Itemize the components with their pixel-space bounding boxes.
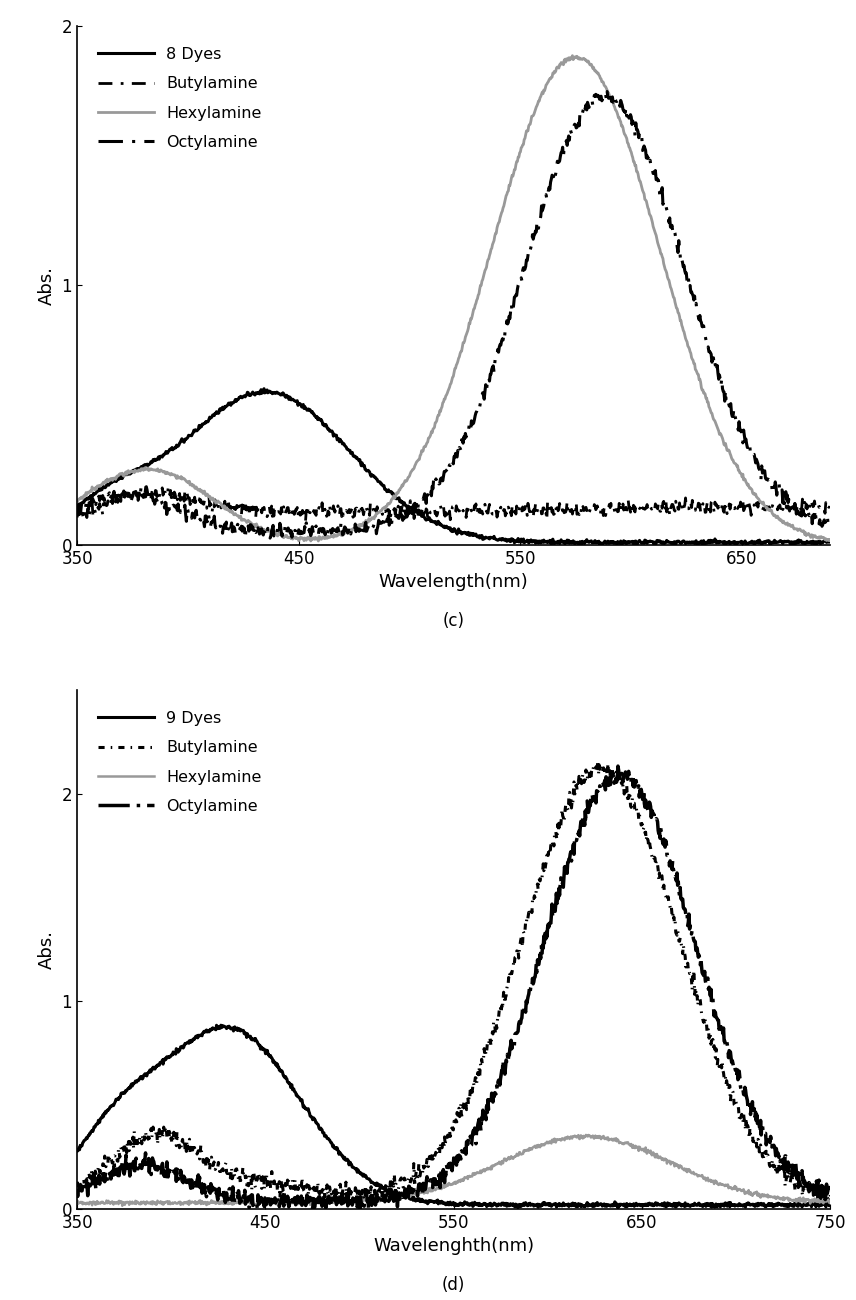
Hexylamine xyxy=(172,1196,182,1212)
Octylamine xyxy=(326,1193,336,1209)
Butylamine xyxy=(661,493,671,508)
Octylamine xyxy=(149,493,159,508)
Hexylamine xyxy=(468,1166,479,1182)
Y-axis label: Abs.: Abs. xyxy=(38,266,56,306)
Octylamine xyxy=(602,83,612,99)
Hexylamine xyxy=(484,1161,494,1176)
Butylamine xyxy=(72,510,82,525)
9 Dyes xyxy=(825,1197,835,1213)
Hexylamine xyxy=(313,533,324,549)
Hexylamine xyxy=(72,493,82,508)
8 Dyes xyxy=(377,477,388,493)
Octylamine xyxy=(172,1161,182,1176)
Octylamine xyxy=(354,1201,365,1217)
Hexylamine xyxy=(117,1199,128,1214)
Octylamine xyxy=(72,504,82,520)
Butylamine xyxy=(378,503,389,519)
Butylamine xyxy=(300,514,311,529)
Octylamine xyxy=(825,519,835,534)
Hexylamine xyxy=(825,1195,835,1210)
Legend: 9 Dyes, Butylamine, Hexylamine, Octylamine: 9 Dyes, Butylamine, Hexylamine, Octylami… xyxy=(85,698,275,827)
Hexylamine xyxy=(404,468,414,484)
Octylamine xyxy=(661,199,671,215)
Octylamine xyxy=(399,1190,409,1205)
Butylamine xyxy=(405,503,415,519)
Butylamine xyxy=(199,1150,209,1166)
8 Dyes xyxy=(404,499,414,515)
Hexylamine xyxy=(72,1196,82,1212)
Text: (c): (c) xyxy=(443,612,465,630)
Octylamine xyxy=(199,1176,209,1192)
9 Dyes xyxy=(326,1135,336,1150)
Line: Octylamine: Octylamine xyxy=(77,91,830,538)
8 Dyes xyxy=(259,381,269,396)
X-axis label: Wavelenghth(nm): Wavelenghth(nm) xyxy=(373,1238,534,1256)
9 Dyes xyxy=(399,1190,409,1205)
Octylamine xyxy=(240,530,250,546)
9 Dyes xyxy=(468,1197,479,1213)
Butylamine xyxy=(150,486,160,502)
8 Dyes xyxy=(674,533,684,549)
8 Dyes xyxy=(72,498,82,514)
Butylamine xyxy=(675,495,685,511)
Octylamine xyxy=(590,88,600,104)
Legend: 8 Dyes, Butylamine, Hexylamine, Octylamine: 8 Dyes, Butylamine, Hexylamine, Octylami… xyxy=(85,34,275,162)
8 Dyes xyxy=(825,533,835,549)
9 Dyes xyxy=(613,1200,623,1216)
Octylamine xyxy=(404,503,414,519)
Hexylamine xyxy=(568,48,578,64)
Hexylamine xyxy=(326,1192,336,1208)
Butylamine xyxy=(591,502,601,517)
Hexylamine xyxy=(675,308,685,324)
Line: Butylamine: Butylamine xyxy=(77,486,830,521)
Hexylamine xyxy=(399,1186,409,1201)
Line: Hexylamine: Hexylamine xyxy=(77,56,830,541)
Hexylamine xyxy=(591,62,601,78)
9 Dyes xyxy=(172,1044,182,1060)
Octylamine xyxy=(468,1123,479,1139)
X-axis label: Wavelength(nm): Wavelength(nm) xyxy=(379,573,528,592)
Butylamine xyxy=(326,1180,336,1196)
Hexylamine xyxy=(149,462,159,477)
Octylamine xyxy=(825,1175,835,1191)
Line: Hexylamine: Hexylamine xyxy=(77,1135,830,1206)
Octylamine xyxy=(72,1182,82,1197)
Butylamine xyxy=(72,1176,82,1192)
Butylamine xyxy=(825,497,835,512)
Octylamine xyxy=(377,514,388,529)
Octylamine xyxy=(675,240,685,256)
Octylamine xyxy=(484,1097,494,1113)
9 Dyes xyxy=(199,1023,209,1039)
Hexylamine xyxy=(661,263,671,278)
9 Dyes xyxy=(216,1018,226,1034)
9 Dyes xyxy=(484,1196,494,1212)
Butylamine xyxy=(172,1124,182,1140)
Y-axis label: Abs.: Abs. xyxy=(38,930,56,968)
8 Dyes xyxy=(590,533,600,549)
Butylamine xyxy=(484,1039,494,1054)
Octylamine xyxy=(613,758,623,774)
8 Dyes xyxy=(149,452,159,468)
Line: 8 Dyes: 8 Dyes xyxy=(77,389,830,545)
Line: Butylamine: Butylamine xyxy=(77,760,830,1205)
8 Dyes xyxy=(660,534,670,550)
9 Dyes xyxy=(72,1144,82,1160)
Butylamine xyxy=(592,753,603,768)
Butylamine xyxy=(825,1188,835,1204)
Hexylamine xyxy=(377,500,388,516)
Hexylamine xyxy=(199,1196,210,1212)
Butylamine xyxy=(399,1190,409,1205)
Butylamine xyxy=(467,1078,478,1093)
Hexylamine xyxy=(825,532,835,547)
Text: (d): (d) xyxy=(442,1277,466,1295)
8 Dyes xyxy=(697,537,707,552)
Line: 9 Dyes: 9 Dyes xyxy=(77,1026,830,1208)
Butylamine xyxy=(141,478,152,494)
Butylamine xyxy=(824,1197,835,1213)
Hexylamine xyxy=(580,1127,591,1143)
Line: Octylamine: Octylamine xyxy=(77,766,830,1209)
